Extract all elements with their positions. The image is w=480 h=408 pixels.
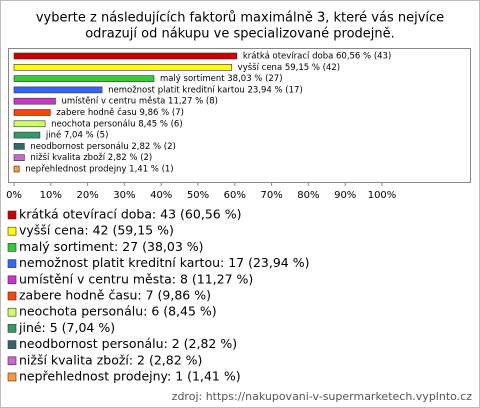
x-tick-label: 30% — [113, 190, 135, 201]
legend-label: nižší kvalita zboží: 2 (2,82 %) — [19, 352, 202, 367]
legend-swatch — [7, 291, 17, 301]
data-label: neodbornost personálu 2,82 % (2) — [30, 142, 175, 152]
data-label: umístění v centru města 11,27 % (8) — [61, 97, 217, 107]
chart-title: vyberte z následujících faktorů maximáln… — [36, 11, 444, 26]
legend-label: neodbornost personálu: 2 (2,82 %) — [19, 336, 237, 351]
legend-swatch — [7, 340, 17, 349]
legend-swatch — [7, 259, 17, 268]
bar — [13, 97, 56, 105]
bar — [13, 52, 238, 60]
legend-swatch — [7, 275, 17, 285]
x-tick-label: 90% — [334, 190, 356, 201]
data-label: nižší kvalita zboží 2,82 % (2) — [30, 152, 152, 163]
x-tick-label: 10% — [40, 190, 62, 201]
data-label: jiné 7,04 % (5) — [45, 130, 108, 141]
legend-swatch — [7, 324, 17, 333]
data-label: malý sortiment 38,03 % (27) — [160, 74, 283, 84]
legend-swatch — [7, 307, 17, 317]
chart-title: odrazují od nákupu ve specializované pro… — [85, 27, 395, 42]
legend-label: jiné: 5 (7,04 %) — [18, 320, 115, 335]
legend-swatch — [7, 356, 17, 366]
legend-swatch — [7, 243, 17, 252]
legend-label: vyšší cena: 42 (59,15 %) — [19, 223, 174, 238]
x-tick-label: 50% — [187, 190, 209, 201]
source: zdroj: https://nakupovani-v-supermarkete… — [172, 390, 473, 403]
x-tick-label: 100% — [368, 190, 397, 201]
plot-area — [8, 48, 471, 183]
legend-swatch — [7, 226, 17, 236]
bar — [13, 131, 41, 139]
legend-label: nepřehlednost prodejny: 1 (1,41 %) — [19, 369, 241, 384]
x-tick-label: 0% — [6, 190, 22, 201]
legend-swatch — [7, 210, 17, 220]
x-tick-label: 20% — [76, 190, 98, 201]
legend-swatch — [7, 372, 17, 382]
x-tick-label: 80% — [297, 190, 319, 201]
bar — [13, 154, 25, 161]
data-label: nepřehlednost prodejny 1,41 % (1) — [25, 165, 173, 175]
x-tick-label: 40% — [150, 190, 172, 201]
bar — [13, 75, 155, 82]
legend-label: zabere hodně času: 7 (9,86 %) — [19, 288, 211, 303]
data-label: krátká otevírací doba 60,56 % (43) — [243, 52, 391, 62]
bar — [13, 165, 20, 173]
data-label: nemožnost platit kreditní kartou 23,94 %… — [108, 85, 303, 95]
legend-label: umístění v centru města: 8 (11,27 %) — [19, 271, 253, 286]
legend-label: nemožnost platit kreditní kartou: 17 (23… — [19, 255, 310, 270]
data-label: zabere hodně času 9,86 % (7) — [56, 107, 184, 118]
bar — [13, 86, 103, 94]
data-label: vyšší cena 59,15 % (42) — [238, 62, 340, 73]
legend-label: malý sortiment: 27 (38,03 %) — [19, 239, 204, 254]
bar — [13, 64, 232, 71]
legend-label: krátká otevírací doba: 43 (60,56 %) — [19, 207, 241, 222]
bar — [13, 143, 25, 150]
legend-label: neochota personálu: 6 (8,45 %) — [19, 304, 217, 319]
data-label: neochota personálu 8,45 % (6) — [51, 119, 183, 129]
bar — [13, 120, 46, 128]
bar — [13, 109, 51, 116]
x-tick-label: 60% — [224, 190, 246, 201]
x-tick-label: 70% — [260, 190, 282, 201]
